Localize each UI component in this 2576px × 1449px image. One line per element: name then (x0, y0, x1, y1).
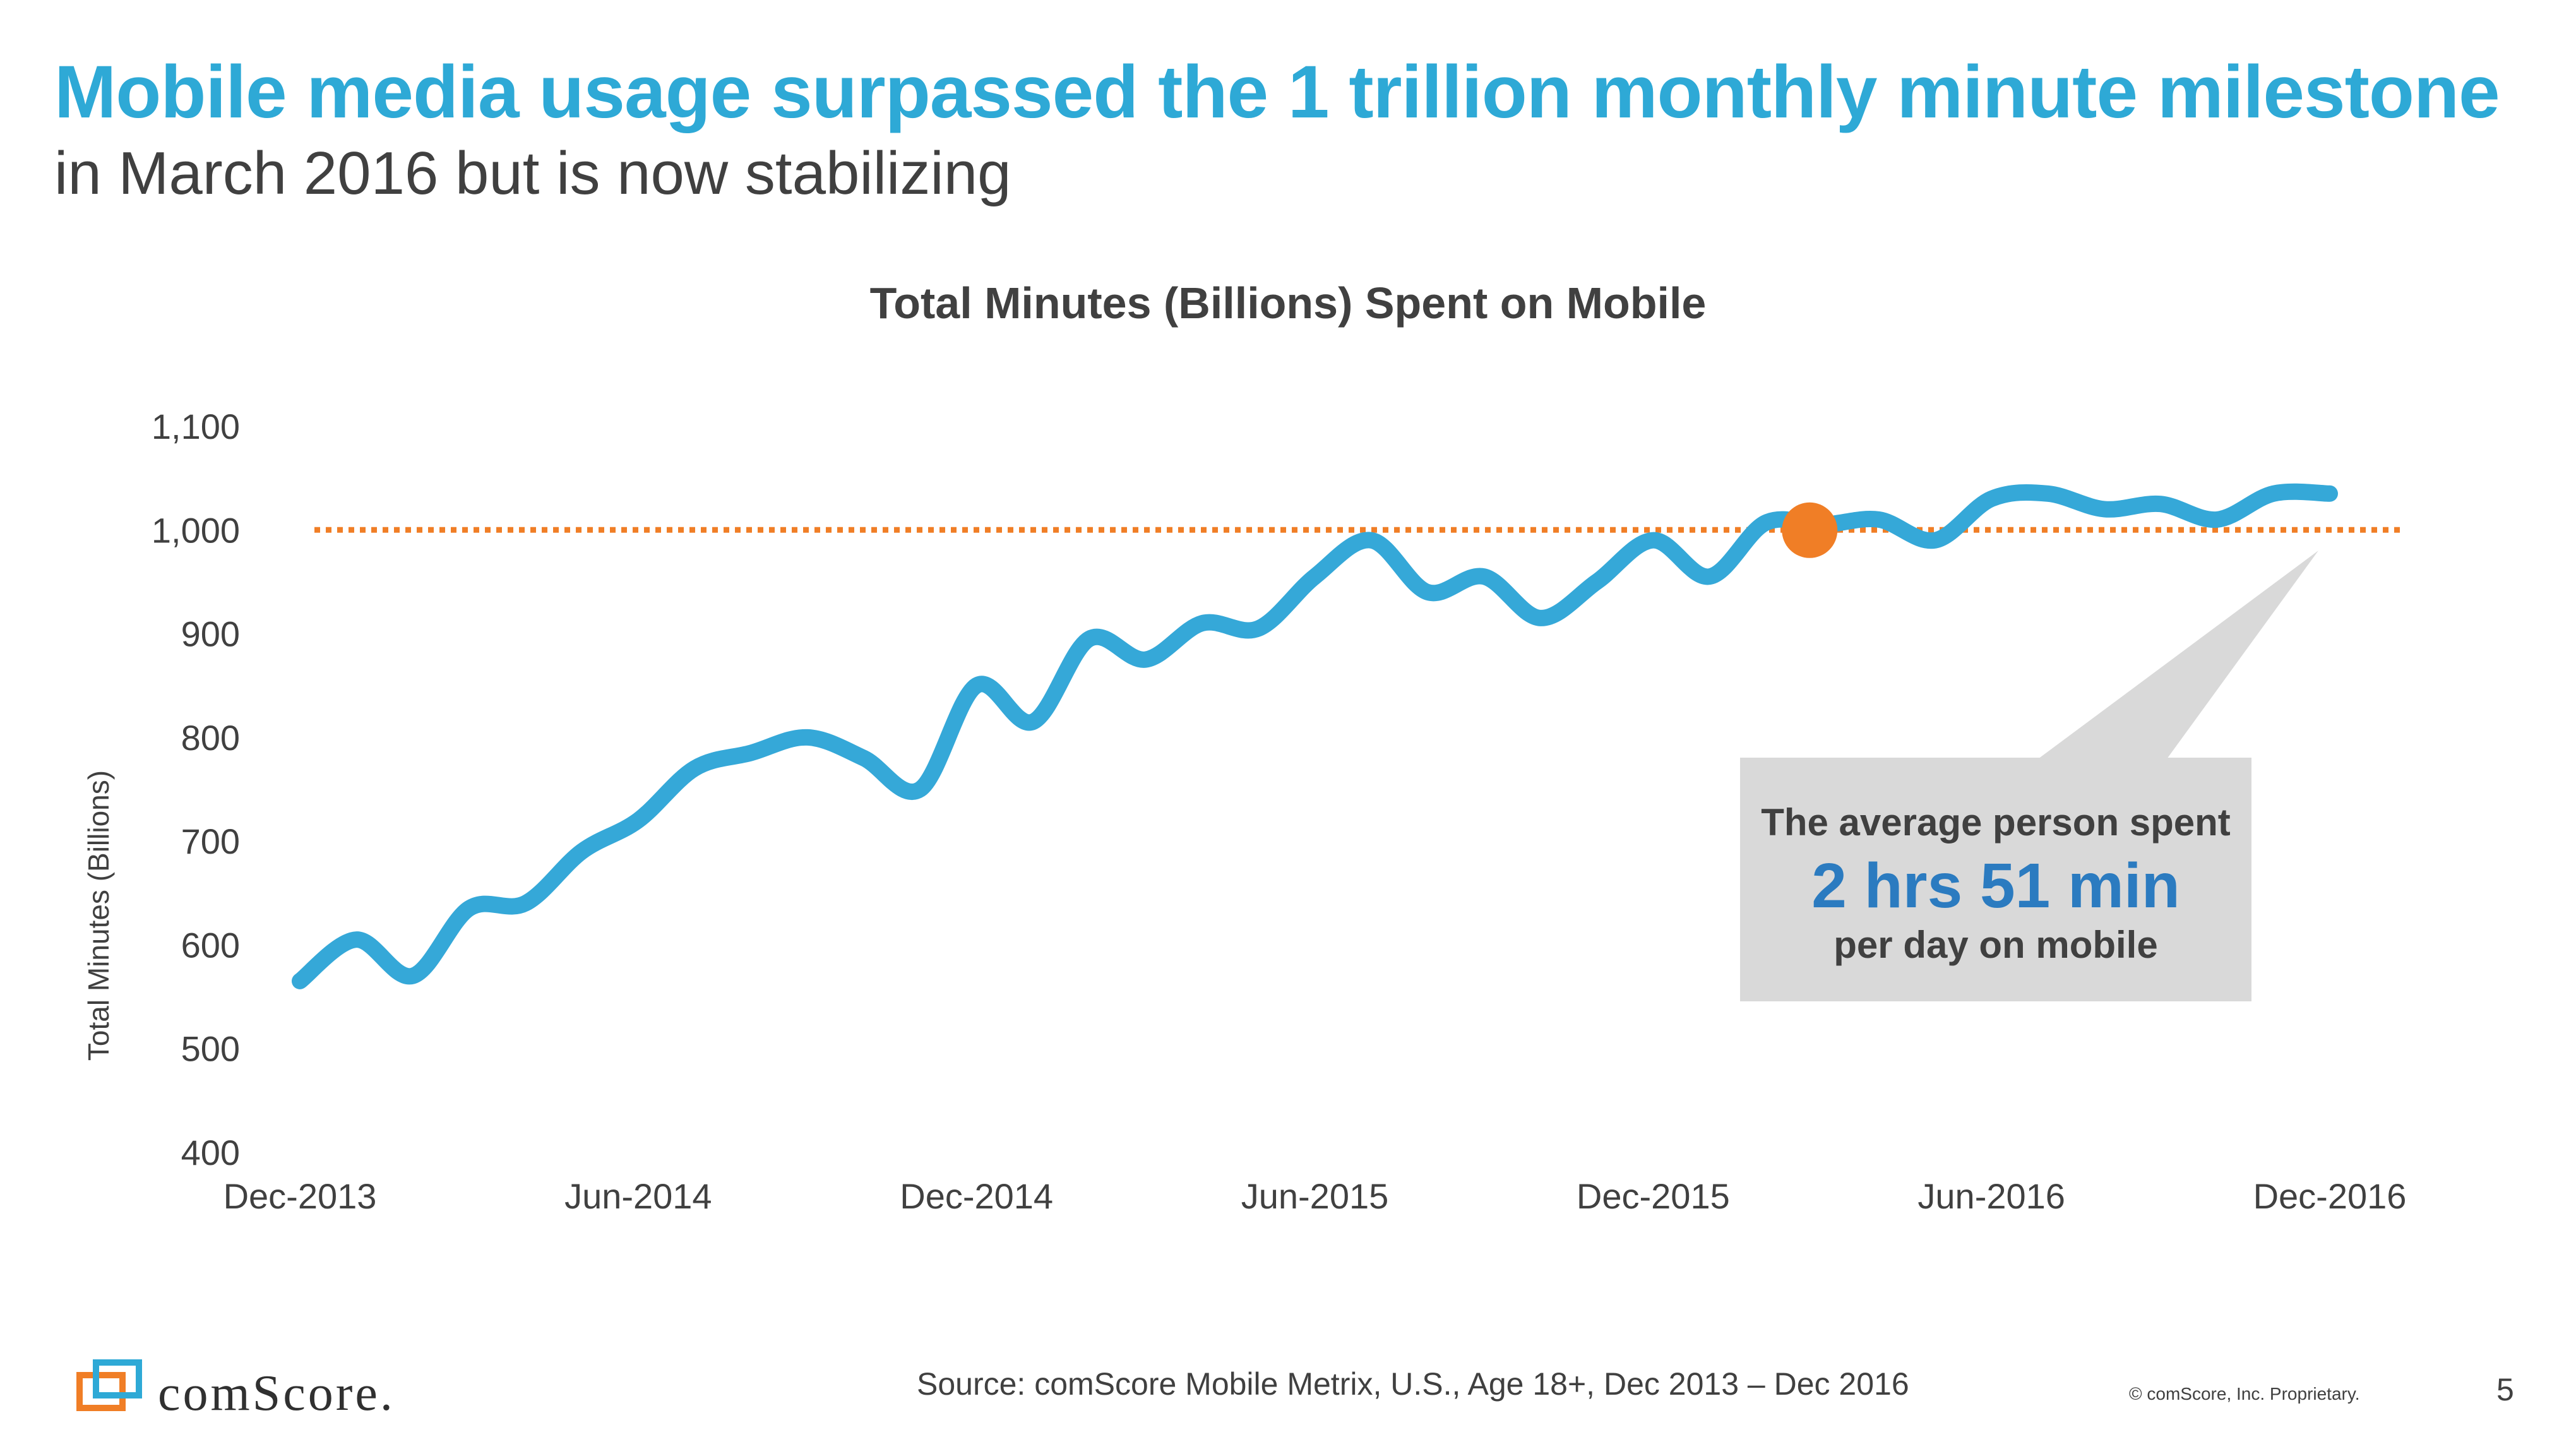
y-tick-label: 1,100 (152, 407, 240, 446)
y-axis-ticks: 400 500 600 700 800 900 1,000 1,100 (152, 407, 240, 1172)
slide-subheadline: in March 2016 but is now stabilizing (54, 140, 1011, 207)
x-tick-label: Dec-2014 (900, 1176, 1053, 1216)
y-tick-label: 500 (181, 1029, 240, 1069)
source-note: Source: comScore Mobile Metrix, U.S., Ag… (917, 1366, 1909, 1402)
copyright-note: © comScore, Inc. Proprietary. (2129, 1384, 2360, 1404)
y-tick-label: 700 (181, 821, 240, 861)
y-tick-label: 1,000 (152, 510, 240, 550)
x-tick-label: Dec-2015 (1577, 1176, 1730, 1216)
x-tick-label: Jun-2014 (564, 1176, 712, 1216)
comscore-logo-icon (76, 1359, 142, 1411)
x-tick-label: Jun-2015 (1241, 1176, 1389, 1216)
y-tick-label: 600 (181, 925, 240, 965)
milestone-marker (1782, 502, 1838, 558)
x-axis-ticks: Dec-2013 Jun-2014 Dec-2014 Jun-2015 Dec-2015… (224, 1176, 2407, 1216)
x-tick-label: Dec-2016 (2253, 1176, 2407, 1216)
callout-line1: The average person spent (1761, 801, 2231, 844)
y-tick-label: 800 (181, 718, 240, 758)
comscore-logo-text: comScore. (158, 1366, 395, 1421)
chart-title: Total Minutes (Billions) Spent on Mobile (869, 278, 1707, 328)
callout-box: The average person spent 2 hrs 51 min pe… (1740, 758, 2251, 1001)
y-tick-label: 900 (181, 614, 240, 654)
y-tick-label: 400 (181, 1133, 240, 1172)
page-number: 5 (2496, 1372, 2514, 1407)
callout-highlight: 2 hrs 51 min (1811, 850, 2180, 921)
x-tick-label: Jun-2016 (1917, 1176, 2065, 1216)
callout-pointer (2038, 551, 2318, 759)
slide-headline: Mobile media usage surpassed the 1 trill… (54, 51, 2500, 134)
x-tick-label: Dec-2013 (224, 1176, 377, 1216)
series-line (292, 483, 2338, 989)
callout-line3: per day on mobile (1834, 924, 2158, 966)
y-axis-label: Total Minutes (Billions) (82, 770, 115, 1061)
